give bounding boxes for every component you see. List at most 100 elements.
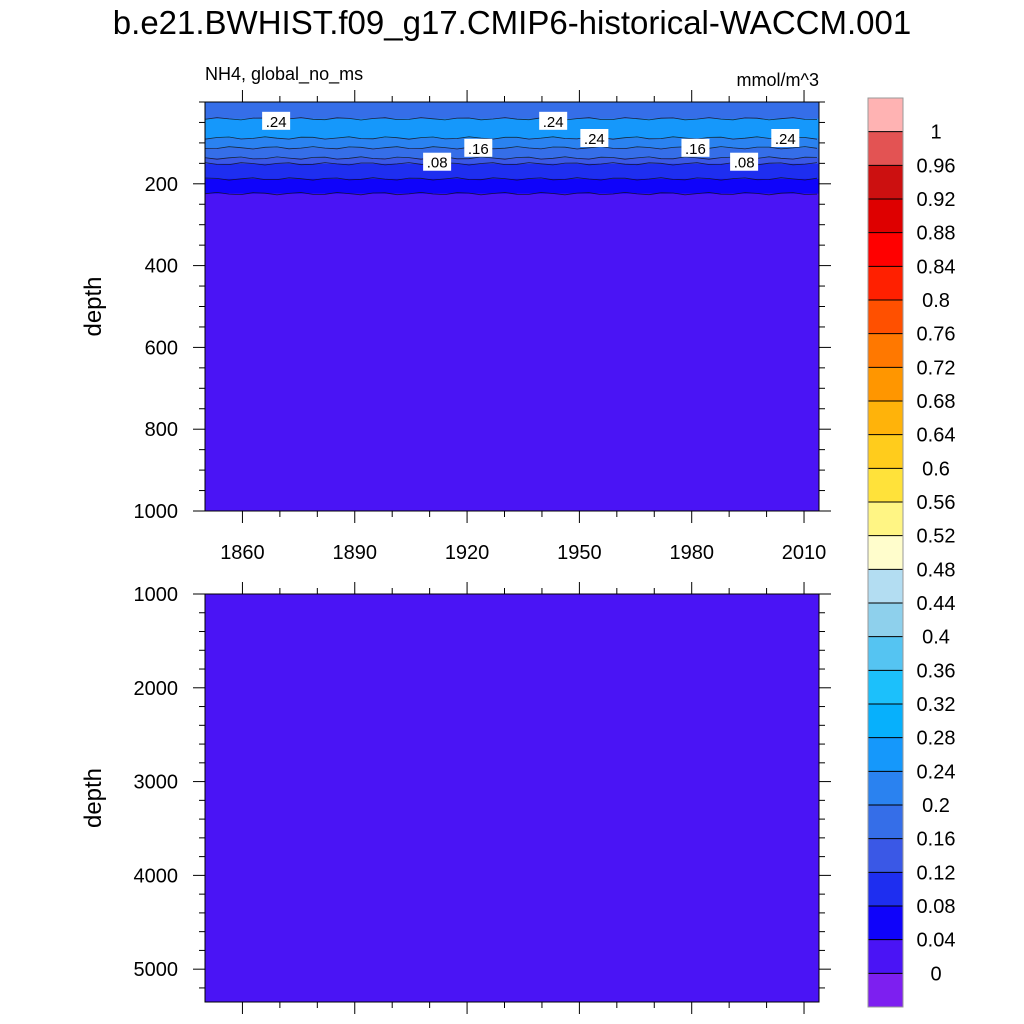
contour-label-box [464, 138, 493, 157]
upper-left-subtitle: NH4, global_no_ms [205, 64, 364, 84]
colorbar-label: 0.52 [917, 526, 956, 548]
colorbar-box [868, 838, 903, 873]
colorbar-box [868, 401, 903, 435]
colorbar-box [868, 569, 903, 604]
contour-label-box [580, 128, 609, 147]
contour-label: .24 [584, 131, 605, 148]
colorbar-label: 0.24 [917, 761, 956, 783]
upper-panel: .24 .24 .24 .24 .16 .16 .08 .08 1860 1890 1920 1950… [80, 90, 831, 564]
colorbar-label: 0 [930, 963, 941, 985]
colorbar-box [868, 333, 903, 368]
y-tick-label: 400 [145, 256, 178, 278]
colorbar-box [868, 434, 903, 469]
contour-label: .08 [734, 155, 755, 172]
colorbar-box [868, 906, 903, 940]
colorbar-label: 0.92 [917, 189, 956, 211]
x-tick-label: 1980 [669, 542, 714, 564]
y-tick-label: 4000 [134, 865, 179, 887]
colorbar-box [868, 199, 903, 233]
colorbar-label: 0.16 [917, 829, 956, 851]
colorbar-box [868, 636, 903, 671]
contour-label: .24 [266, 114, 287, 131]
contour-line [204, 191, 818, 196]
contour-label: .08 [427, 155, 448, 172]
plot-frame [204, 593, 820, 1003]
contour-label: .16 [685, 141, 706, 158]
contour-label: .24 [543, 114, 564, 131]
colorbar-label: 0.6 [922, 458, 950, 480]
colorbar-label: 0.96 [917, 155, 956, 177]
colorbar-label: 0.4 [922, 627, 950, 649]
y-tick-label: 2000 [134, 678, 179, 700]
colorbar-label: 0.48 [917, 559, 956, 581]
y-tick-label: 1000 [134, 501, 179, 523]
y-tick-label: 1000 [134, 584, 179, 606]
contour-line [204, 162, 818, 166]
y-axis-label: depth [80, 768, 107, 828]
contour-label-box [262, 111, 291, 130]
y-tick-label: 5000 [134, 959, 179, 981]
colorbar-box [868, 502, 903, 536]
contour-label-box [539, 111, 568, 130]
colorbar-label: 0.76 [917, 324, 956, 346]
contour-band [205, 147, 819, 159]
contour-band [205, 102, 819, 120]
colorbar-label: 0.44 [917, 593, 956, 615]
contour-line [204, 136, 818, 140]
upper-right-subtitle: mmol/m^3 [736, 70, 819, 90]
colorbar-box [868, 670, 903, 705]
colorbar-label: 0.36 [917, 660, 956, 682]
contour-band [205, 158, 819, 165]
colorbar-label: 0.04 [917, 930, 956, 952]
y-tick-label: 800 [145, 419, 178, 441]
contour-label-box [730, 152, 759, 171]
y-tick-label: 600 [145, 337, 178, 359]
colorbar-box [868, 704, 903, 738]
colorbar-box [868, 805, 903, 839]
contour-line [204, 117, 818, 121]
figure-title: b.e21.BWHIST.f09_g17.CMIP6-historical-WA… [112, 4, 912, 41]
colorbar-box [868, 165, 903, 200]
colorbar: 0 0.04 0.08 0.12 0.16 0.2 0.24 0.28 0.32 0.36 0.4 0… [867, 97, 956, 1008]
colorbar-box [868, 131, 903, 166]
x-tick-label: 1860 [220, 542, 265, 564]
colorbar-box [868, 98, 903, 132]
contour-band [205, 118, 819, 139]
contour-band [205, 178, 819, 195]
colorbar-label: 0.84 [917, 256, 956, 278]
colorbar-label: 0.88 [917, 223, 956, 245]
lower-panel: 1000 2000 3000 4000 5000 depth [80, 582, 831, 1014]
x-tick-label: 1920 [445, 542, 490, 564]
colorbar-label: 0.8 [922, 290, 950, 312]
contour-label: .16 [468, 141, 489, 158]
colorbar-box [868, 266, 903, 301]
contour-band [205, 137, 819, 149]
x-tick-label: 1890 [333, 542, 378, 564]
colorbar-box [868, 939, 903, 974]
contour-band [205, 163, 819, 180]
y-axis-label: depth [80, 276, 107, 336]
colorbar-label: 0.56 [917, 492, 956, 514]
contour-label-box [681, 138, 710, 157]
colorbar-label: 1 [930, 122, 941, 144]
colorbar-box [868, 737, 903, 772]
colorbar-label: 0.68 [917, 391, 956, 413]
colorbar-label: 0.28 [917, 728, 956, 750]
colorbar-box [868, 367, 903, 402]
colorbar-label: 0.2 [922, 795, 950, 817]
contour-band [205, 594, 819, 1003]
contour-line [204, 146, 818, 150]
colorbar-box [868, 468, 903, 503]
colorbar-box [868, 872, 903, 907]
colorbar-label: 0.08 [917, 896, 956, 918]
contour-label: .24 [775, 131, 796, 148]
colorbar-label: 0.72 [917, 357, 956, 379]
contour-band [205, 193, 819, 512]
contour-line [204, 177, 818, 181]
y-tick-label: 3000 [134, 772, 179, 794]
colorbar-label: 0.64 [917, 425, 956, 447]
colorbar-label: 0.12 [917, 862, 956, 884]
colorbar-box [868, 771, 903, 806]
contour-label-box [771, 128, 800, 147]
